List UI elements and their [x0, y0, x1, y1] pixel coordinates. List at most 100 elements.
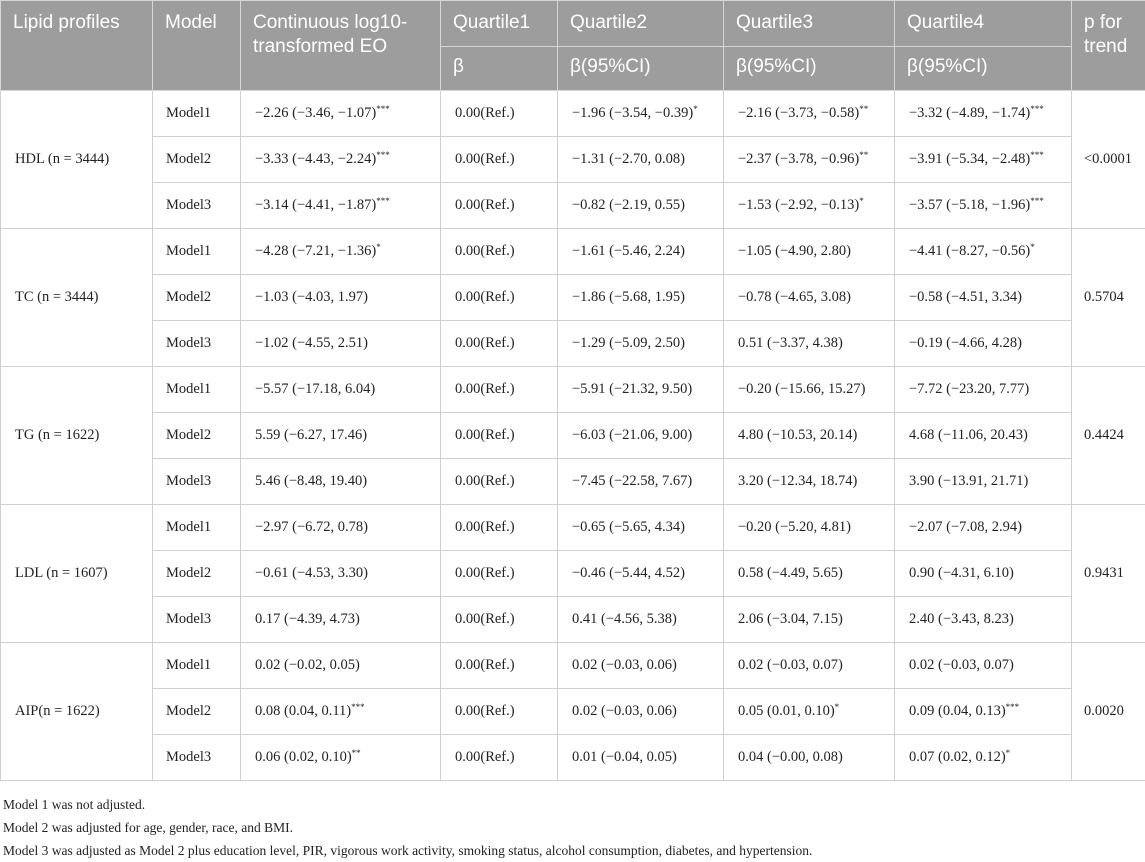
continuous-cell: 0.02 (−0.02, 0.05): [241, 643, 441, 689]
quartile2-cell-value: 0.41 (−4.56, 5.38): [572, 611, 677, 627]
quartile3-cell: −1.05 (−4.90, 2.80): [724, 229, 895, 275]
model-cell: Model1: [153, 91, 241, 137]
quartile3-cell-value: 3.20 (−12.34, 18.74): [738, 473, 857, 489]
quartile1-cell-value: 0.00(Ref.): [455, 151, 515, 167]
table-row: Model2 −0.61 (−4.53, 3.30)0.00(Ref.) −0.46…: [1, 551, 1145, 597]
model-cell-value: Model2: [166, 151, 211, 167]
p-for-trend-value: 0.9431: [1072, 505, 1145, 643]
model-cell-value: Model1: [166, 243, 211, 259]
significance-marker: ***: [376, 150, 390, 160]
significance-marker: ***: [376, 196, 390, 206]
quartile2-cell: −1.96 (−3.54, −0.39)*: [558, 91, 724, 137]
continuous-cell: −0.61 (−4.53, 3.30): [241, 551, 441, 597]
quartile2-cell-value: −0.65 (−5.65, 4.34): [572, 519, 685, 535]
continuous-cell: −3.33 (−4.43, −2.24)***: [241, 137, 441, 183]
continuous-cell: −2.97 (−6.72, 0.78): [241, 505, 441, 551]
quartile2-cell: −1.29 (−5.09, 2.50): [558, 321, 724, 367]
model-cell-value: Model2: [166, 565, 211, 581]
continuous-cell: −1.02 (−4.55, 2.51): [241, 321, 441, 367]
quartile1-cell-value: 0.00(Ref.): [455, 657, 515, 673]
model-cell-value: Model3: [166, 335, 211, 351]
quartile3-cell: 2.06 (−3.04, 7.15): [724, 597, 895, 643]
quartile2-cell: −0.46 (−5.44, 4.52): [558, 551, 724, 597]
model-cell: Model3: [153, 735, 241, 781]
quartile4-cell-value: −4.41 (−8.27, −0.56): [909, 243, 1030, 259]
quartile4-cell: −3.57 (−5.18, −1.96)***: [895, 183, 1072, 229]
continuous-cell: 5.46 (−8.48, 19.40): [241, 459, 441, 505]
quartile1-cell-value: 0.00(Ref.): [455, 749, 515, 765]
quartile1-cell: 0.00(Ref.): [441, 551, 558, 597]
table-row: Model3 −1.02 (−4.55, 2.51) 0.00(Ref.)−1.29…: [1, 321, 1145, 367]
quartile4-cell-value: −0.19 (−4.66, 4.28): [909, 335, 1022, 351]
quartile2-cell: −1.31 (−2.70, 0.08): [558, 137, 724, 183]
model-cell: Model2: [153, 413, 241, 459]
quartile2-cell: −1.61 (−5.46, 2.24): [558, 229, 724, 275]
continuous-cell-value: −3.33 (−4.43, −2.24): [255, 151, 376, 167]
quartile1-cell-value: 0.00(Ref.): [455, 473, 515, 489]
quartile3-cell: 3.20 (−12.34, 18.74): [724, 459, 895, 505]
quartile3-cell-value: 2.06 (−3.04, 7.15): [738, 611, 843, 627]
table-row: TC (n = 3444)Model1−4.28 (−7.21, −1.36)*…: [1, 229, 1145, 275]
model-cell: Model2: [153, 275, 241, 321]
p-for-trend-value: 0.4424: [1072, 367, 1145, 505]
continuous-cell-value: 0.17 (−4.39, 4.73): [255, 611, 360, 627]
quartile3-cell: 0.58 (−4.49, 5.65): [724, 551, 895, 597]
quartile1-cell: 0.00(Ref.): [441, 505, 558, 551]
significance-marker: *: [859, 196, 864, 206]
quartile1-cell: 0.00(Ref.): [441, 689, 558, 735]
quartile3-cell-value: 0.51 (−3.37, 4.38): [738, 335, 843, 351]
table-row: Model2−3.33 (−4.43, −2.24)***0.00(Ref.)−…: [1, 137, 1145, 183]
model-cell-value: Model1: [166, 657, 211, 673]
model-cell: Model1: [153, 229, 241, 275]
quartile2-cell-value: −1.31 (−2.70, 0.08): [572, 151, 685, 167]
quartile2-cell: 0.01 (−0.04, 0.05): [558, 735, 724, 781]
quartile3-cell-value: 0.02 (−0.03, 0.07): [738, 657, 843, 673]
quartile1-cell-value: 0.00(Ref.): [455, 611, 515, 627]
continuous-cell-value: −2.26 (−3.46, −1.07): [255, 105, 376, 121]
quartile4-cell: −0.19 (−4.66, 4.28): [895, 321, 1072, 367]
model-cell: Model2: [153, 137, 241, 183]
significance-marker: ***: [1030, 104, 1044, 114]
significance-marker: ***: [1030, 150, 1044, 160]
quartile4-cell: 0.02 (−0.03, 0.07): [895, 643, 1072, 689]
quartile1-cell: 0.00(Ref.): [441, 321, 558, 367]
quartile1-cell: 0.00(Ref.): [441, 183, 558, 229]
model-cell-value: Model3: [166, 473, 211, 489]
quartile3-cell-value: 0.05 (0.01, 0.10): [738, 703, 835, 719]
quartile3-cell: 0.05 (0.01, 0.10)*: [724, 689, 895, 735]
header-p-for-trend: p for trend: [1072, 1, 1145, 91]
model-cell: Model2: [153, 551, 241, 597]
header-quartile1-sub: β: [441, 47, 558, 91]
header-quartile1: Quartile1: [441, 1, 558, 47]
model-cell: Model3: [153, 321, 241, 367]
continuous-cell-value: 0.02 (−0.02, 0.05): [255, 657, 360, 673]
significance-marker: *: [1030, 242, 1035, 252]
continuous-cell-value: −1.02 (−4.55, 2.51): [255, 335, 368, 351]
quartile2-cell-value: −6.03 (−21.06, 9.00): [572, 427, 692, 443]
quartile1-cell: 0.00(Ref.): [441, 137, 558, 183]
model-cell: Model3: [153, 183, 241, 229]
significance-marker: ***: [1006, 702, 1020, 712]
quartile3-cell: −2.16 (−3.73, −0.58)**: [724, 91, 895, 137]
quartile2-cell-value: −0.82 (−2.19, 0.55): [572, 197, 685, 213]
p-for-trend-value: 0.5704: [1072, 229, 1145, 367]
quartile2-cell-value: −0.46 (−5.44, 4.52): [572, 565, 685, 581]
quartile4-cell-value: 0.09 (0.04, 0.13): [909, 703, 1006, 719]
quartile3-cell: 0.51 (−3.37, 4.38): [724, 321, 895, 367]
significance-marker: *: [376, 242, 381, 252]
quartile4-cell-value: 0.07 (0.02, 0.12): [909, 749, 1006, 765]
significance-marker: **: [859, 104, 868, 114]
lipid-group-label: LDL (n = 1607): [1, 505, 153, 643]
continuous-cell: −2.26 (−3.46, −1.07)***: [241, 91, 441, 137]
quartile2-cell: −1.86 (−5.68, 1.95): [558, 275, 724, 321]
quartile1-cell-value: 0.00(Ref.): [455, 105, 515, 121]
quartile3-cell: 0.04 (−0.00, 0.08): [724, 735, 895, 781]
continuous-cell-value: −4.28 (−7.21, −1.36): [255, 243, 376, 259]
header-quartile2-sub: β(95%CI): [558, 47, 724, 91]
footnote-model2: Model 2 was adjusted for age, gender, ra…: [3, 816, 1145, 839]
quartile4-cell: 3.90 (−13.91, 21.71): [895, 459, 1072, 505]
